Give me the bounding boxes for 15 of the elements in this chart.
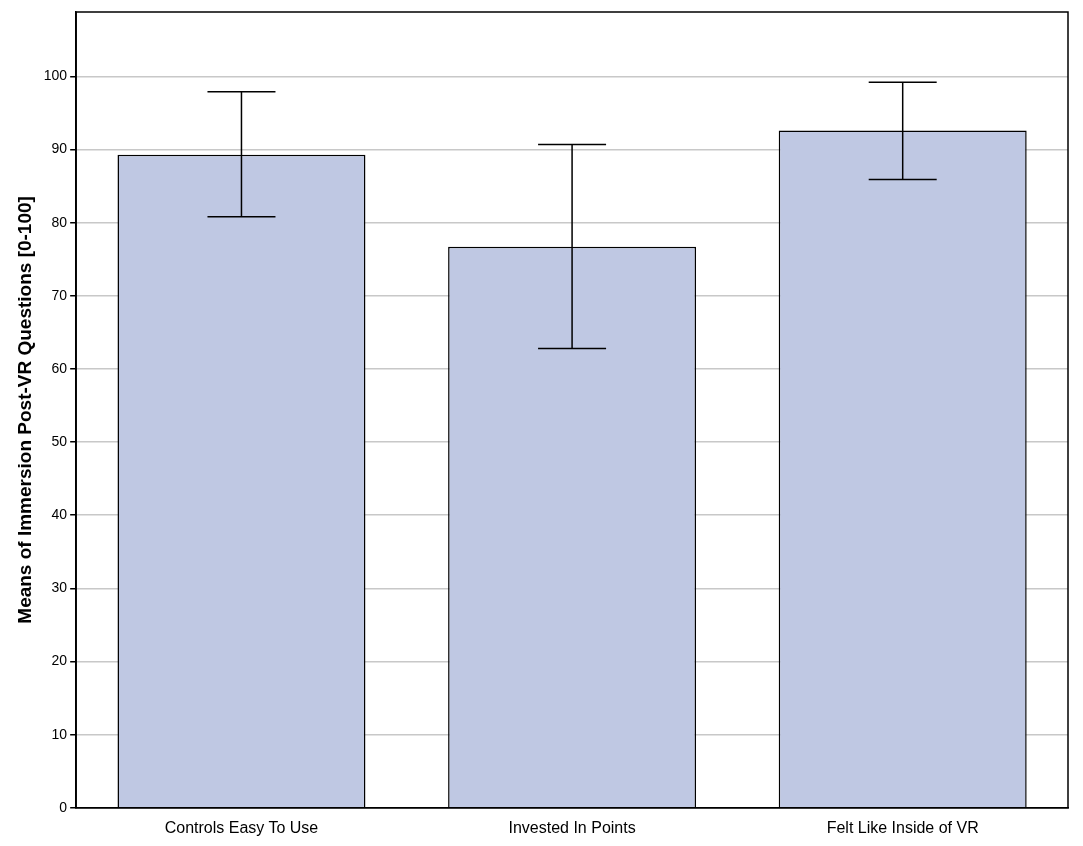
y-tick-label: 20 bbox=[51, 652, 68, 669]
y-tick-label: 0 bbox=[59, 798, 68, 815]
x-tick-label: Invested In Points bbox=[508, 818, 636, 836]
y-tick-label: 80 bbox=[51, 213, 68, 230]
x-tick-label: Controls Easy To Use bbox=[164, 818, 319, 836]
y-tick-label: 100 bbox=[43, 67, 68, 84]
y-tick-label: 50 bbox=[51, 432, 68, 449]
y-axis-title: Means of Immersion Post-VR Questions [0-100] bbox=[13, 196, 35, 624]
x-tick-label: Felt Like Inside of VR bbox=[826, 818, 979, 836]
y-tick-label: 30 bbox=[51, 579, 68, 596]
y-tick-label: 40 bbox=[51, 506, 68, 523]
y-tick-label: 60 bbox=[51, 359, 68, 376]
y-tick-label: 70 bbox=[51, 286, 68, 303]
y-tick-label: 90 bbox=[51, 140, 68, 157]
y-tick-label: 10 bbox=[51, 725, 68, 742]
